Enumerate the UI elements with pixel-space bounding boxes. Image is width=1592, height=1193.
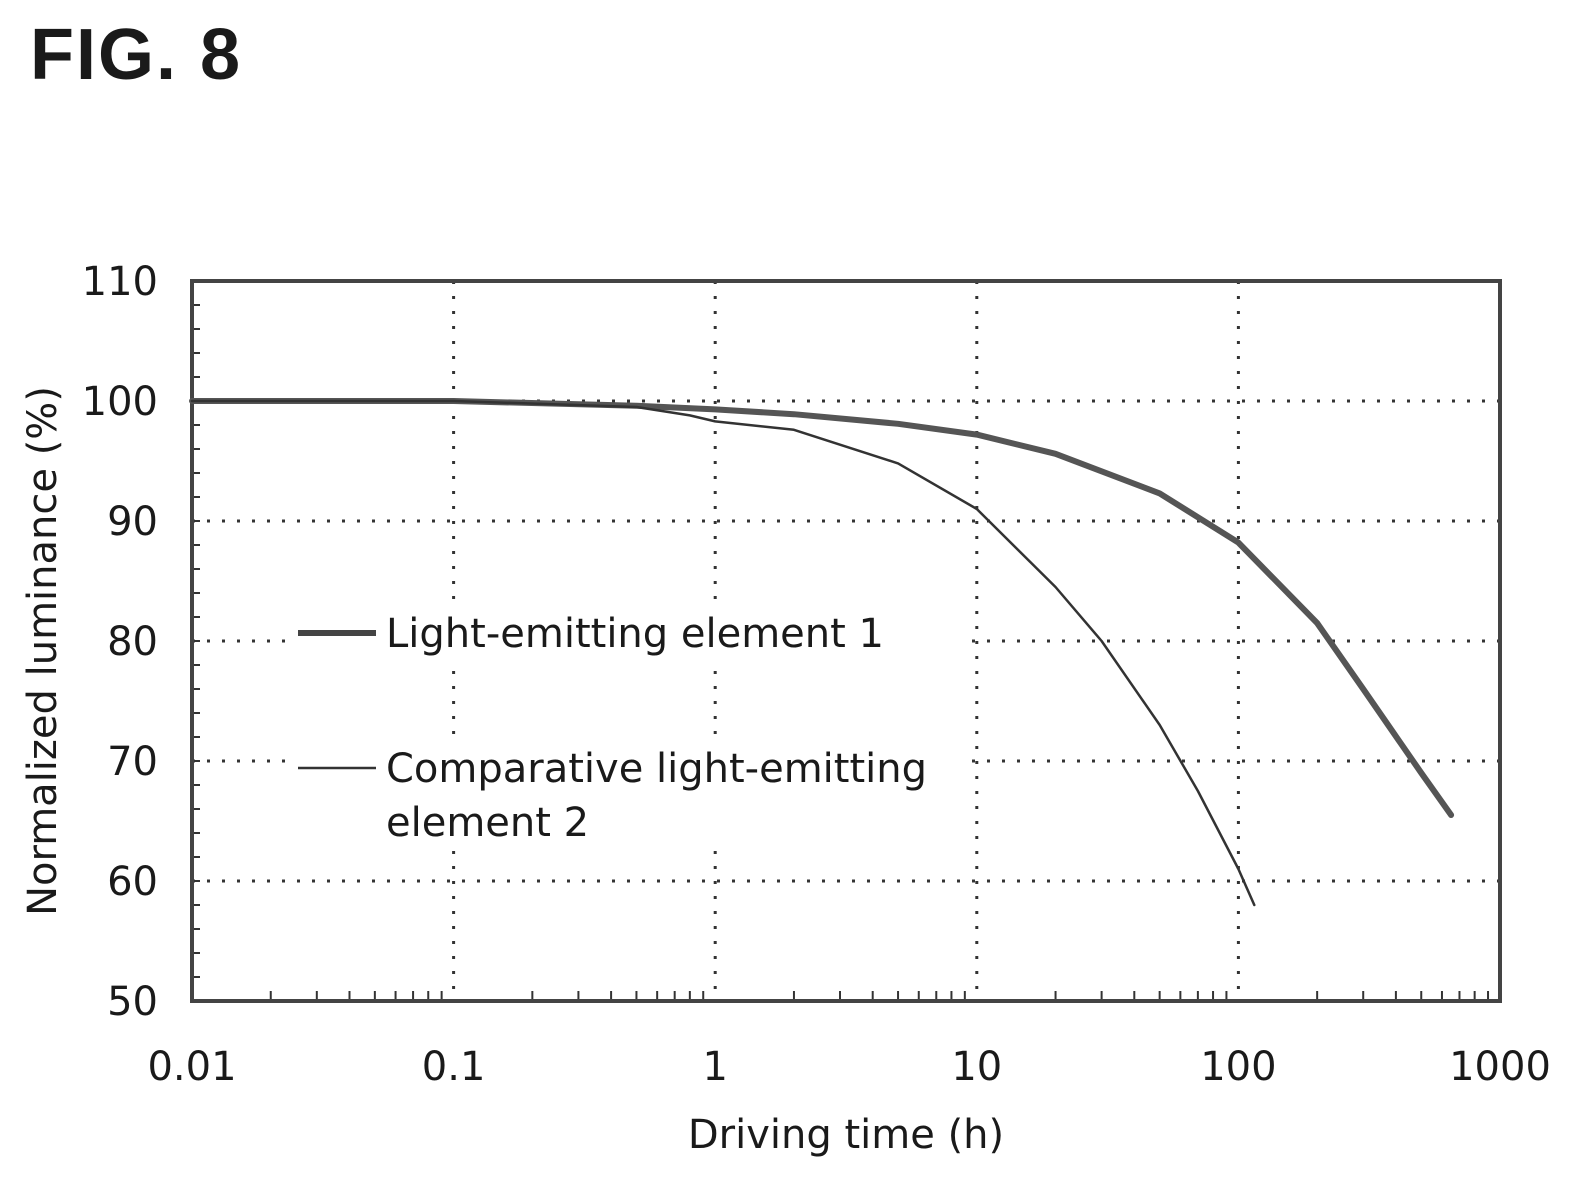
- series-layer: [189, 398, 1455, 907]
- y-tick-labels: 50 60 70 80 90 100 110: [82, 259, 158, 1025]
- y-tick-label: 90: [107, 499, 158, 545]
- y-tick-label: 60: [107, 859, 158, 905]
- x-tick-label: 0.1: [422, 1044, 486, 1090]
- x-tick-labels: 0.01 0.1 1 10 100 1000: [147, 1044, 1550, 1090]
- legend-label-2: element 2: [386, 800, 589, 846]
- y-tick-label: 80: [107, 619, 158, 665]
- figure-label: FIG. 8: [30, 15, 243, 95]
- y-tick-label: 50: [107, 979, 158, 1025]
- x-tick-label: 1: [702, 1044, 727, 1090]
- x-tick-label: 0.01: [147, 1044, 236, 1090]
- series-line-2: [190, 399, 1256, 907]
- y-axis-title: Normalized luminance (%): [20, 386, 66, 916]
- x-tick-label: 100: [1200, 1044, 1276, 1090]
- legend-label-1: Light-emitting element 1: [386, 611, 884, 657]
- plot-frame: [190, 279, 1502, 1003]
- y-tick-label: 100: [82, 379, 158, 425]
- x-tick-label: 1000: [1449, 1044, 1551, 1090]
- x-axis-title: Driving time (h): [688, 1112, 1004, 1158]
- series-line-1: [189, 398, 1455, 818]
- y-tick-label: 70: [107, 739, 158, 785]
- y-tick-label: 110: [82, 259, 158, 305]
- legend-label-2: Comparative light-emitting: [386, 746, 927, 792]
- x-tick-label: 10: [951, 1044, 1002, 1090]
- legend-backdrop: [290, 603, 970, 667]
- legend-backdrop: [290, 738, 970, 850]
- legend: Light-emitting element 1 Comparative ligh…: [290, 603, 970, 850]
